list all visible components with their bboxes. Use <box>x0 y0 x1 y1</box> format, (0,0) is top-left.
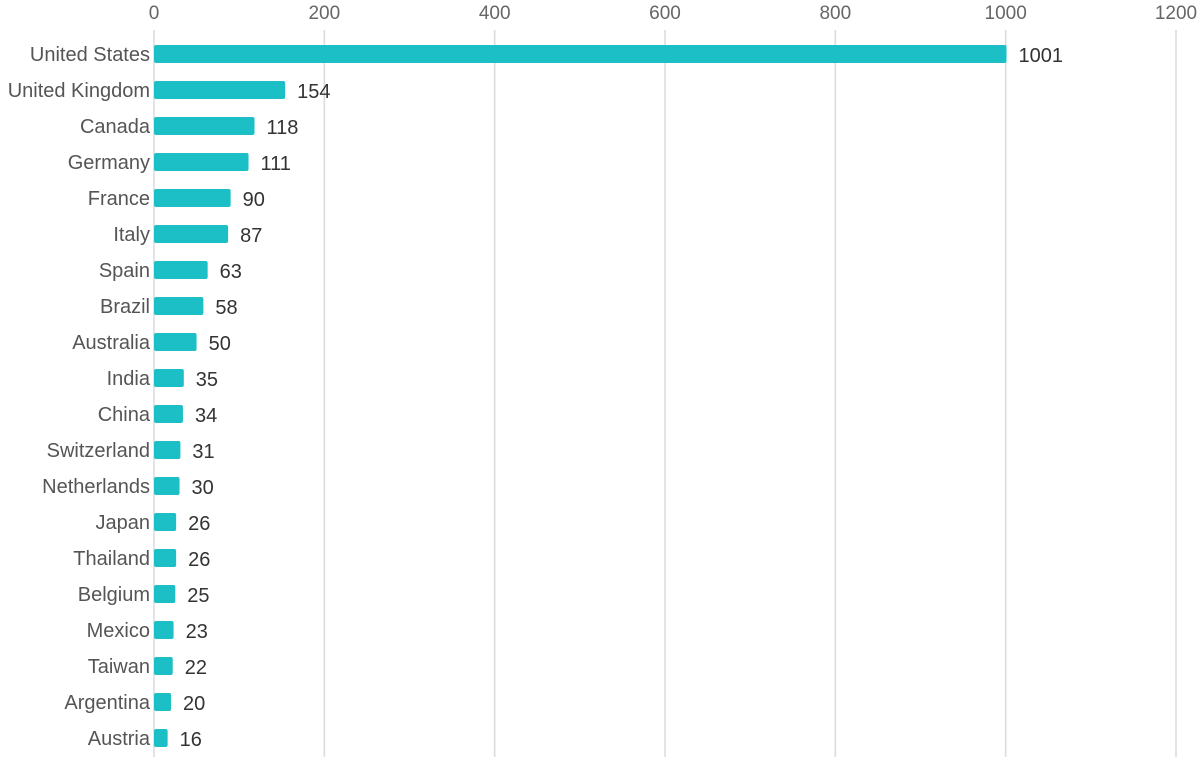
category-label: France <box>88 188 150 210</box>
category-label: Austria <box>88 728 151 750</box>
category-label: Mexico <box>87 620 150 642</box>
value-label: 35 <box>196 369 218 391</box>
bar <box>154 189 231 207</box>
value-label: 111 <box>261 153 291 175</box>
category-label: Germany <box>68 152 150 174</box>
bar <box>154 621 174 639</box>
x-axis-ticks: 0 200 400 600 800 1000 1200 <box>149 3 1197 24</box>
x-tick-label: 200 <box>308 3 340 24</box>
value-label: 23 <box>186 621 208 643</box>
category-labels: United States United Kingdom Canada Germany… <box>8 44 151 750</box>
value-label: 1001 <box>1019 45 1064 67</box>
category-label: Thailand <box>73 548 150 570</box>
category-label: Belgium <box>78 584 150 606</box>
category-label: Italy <box>113 224 150 246</box>
category-label: Japan <box>96 512 151 534</box>
bar <box>154 405 183 423</box>
value-label: 87 <box>240 225 262 247</box>
bar <box>154 441 181 459</box>
bar <box>154 297 204 315</box>
value-label: 34 <box>195 405 217 427</box>
category-label: Australia <box>72 332 151 354</box>
value-label: 118 <box>266 117 298 139</box>
value-label: 20 <box>183 693 205 715</box>
value-label: 26 <box>188 549 210 571</box>
value-label: 25 <box>187 585 209 607</box>
bar <box>154 693 172 711</box>
value-label: 30 <box>192 477 214 499</box>
value-label: 58 <box>215 297 237 319</box>
bar <box>154 153 249 171</box>
bar <box>154 81 286 99</box>
bar <box>154 225 229 243</box>
bar <box>154 369 184 387</box>
bars <box>154 45 1007 747</box>
bar <box>154 513 177 531</box>
category-label: United States <box>30 44 150 66</box>
value-label: 16 <box>180 729 202 751</box>
value-label: 22 <box>185 657 207 679</box>
category-label: Canada <box>80 116 151 138</box>
category-label: United Kingdom <box>8 80 150 102</box>
bar <box>154 549 177 567</box>
bar <box>154 117 255 135</box>
value-label: 50 <box>209 333 231 355</box>
bar <box>154 585 176 603</box>
x-tick-label: 1000 <box>985 3 1027 24</box>
category-label: Spain <box>99 260 150 282</box>
value-label: 31 <box>192 441 214 463</box>
category-label: Brazil <box>100 296 150 318</box>
category-label: Switzerland <box>47 440 150 462</box>
gridlines <box>153 30 1177 757</box>
value-label: 90 <box>243 189 265 211</box>
bar <box>154 261 208 279</box>
category-label: China <box>98 404 151 426</box>
value-labels: 1001 154 118 111 90 87 63 58 50 35 34 31 30 26 26 25 23 2… <box>180 45 1063 751</box>
x-tick-label: 0 <box>149 3 160 24</box>
category-label: India <box>107 368 151 390</box>
bar <box>154 333 197 351</box>
category-label: Netherlands <box>42 476 150 498</box>
bar <box>154 729 168 747</box>
x-tick-label: 400 <box>479 3 511 24</box>
bar <box>154 45 1007 63</box>
x-tick-label: 1200 <box>1155 3 1197 24</box>
bar <box>154 657 173 675</box>
category-label: Taiwan <box>88 656 150 678</box>
value-label: 26 <box>188 513 210 535</box>
x-tick-label: 800 <box>819 3 851 24</box>
x-tick-label: 600 <box>649 3 681 24</box>
bar <box>154 477 180 495</box>
value-label: 154 <box>297 81 330 103</box>
value-label: 63 <box>220 261 242 283</box>
category-label: Argentina <box>64 692 150 714</box>
